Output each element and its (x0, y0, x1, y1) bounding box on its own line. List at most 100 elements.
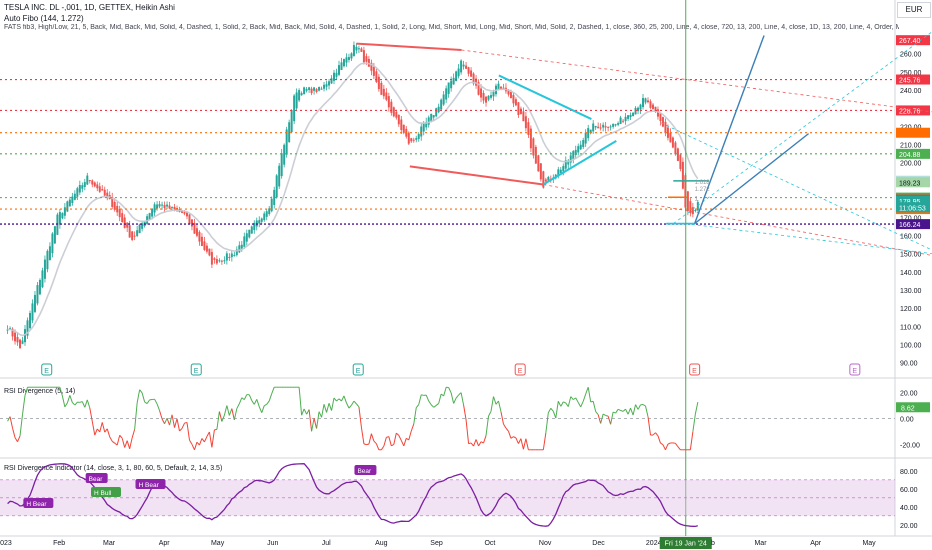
candle-body (375, 71, 378, 83)
candle-body (342, 59, 345, 67)
candle-body (181, 210, 183, 213)
level-price-text: 228.76 (899, 108, 921, 115)
time-tick-label: 2023 (0, 540, 12, 547)
auto-fibo-label[interactable]: Auto Fibo (144, 1.272) (4, 14, 84, 23)
candle-body (669, 132, 672, 143)
rsi-osc-segment (61, 395, 66, 407)
rsi-osc-segment (124, 440, 128, 448)
candle-body (116, 205, 119, 213)
candle-body (46, 250, 49, 270)
rsi-osc-segment (567, 396, 572, 407)
price-tick-label: 260.00 (900, 52, 922, 59)
candle-body (26, 320, 29, 336)
candle-body (417, 134, 420, 139)
candle-body (225, 253, 228, 261)
candle-body (156, 204, 159, 209)
divergence-label-text: Bear (89, 476, 104, 483)
candle-body (283, 144, 286, 165)
candle-body (397, 114, 400, 125)
level-price-tag (896, 127, 930, 138)
price-tick-label: 240.00 (900, 88, 922, 95)
rsi-osc-segment (503, 423, 507, 429)
candle-body (148, 213, 151, 221)
candle-body (168, 205, 171, 209)
rsi-osc-segment (109, 436, 113, 442)
rsi-osc-segment (465, 419, 470, 444)
candle-body (602, 124, 605, 128)
price-tick-label: 150.00 (900, 252, 922, 259)
rsi-osc-segment (96, 428, 101, 433)
candle-body (66, 201, 69, 212)
rsi-osc-segment (612, 411, 616, 414)
candle-body (76, 188, 79, 197)
candle-body (599, 127, 602, 129)
symbol-title[interactable]: TESLA INC. DL -,001, 1D, GETTEX, Heikin … (4, 3, 175, 12)
candle-body (542, 171, 545, 188)
candle-body (16, 336, 19, 343)
rsi-osc-segment (121, 438, 126, 448)
price-tick-label: 250.00 (900, 70, 922, 77)
rsi-osc-segment (625, 408, 629, 415)
earnings-marker-letter: E (692, 368, 697, 375)
rsi-osc-segment (505, 427, 509, 432)
candle-body (58, 212, 61, 225)
candle-body (647, 100, 650, 103)
candle-body (248, 229, 251, 238)
candle-body (357, 48, 360, 50)
channel-line-top (498, 74, 592, 120)
rsi-osc-segment (388, 436, 392, 446)
candle-body (28, 313, 31, 329)
rsi-osc-segment (675, 443, 679, 448)
earnings-marker-letter: E (852, 368, 857, 375)
candle-body (360, 48, 363, 52)
rsi-osc-segment (490, 396, 494, 412)
fib-label: 1 (695, 196, 699, 202)
candle-body (118, 209, 121, 218)
candle-body (63, 207, 66, 216)
currency-selector[interactable]: EUR (897, 2, 931, 18)
rsi-osc-segment (139, 389, 143, 394)
rsi-osc-segment (348, 404, 352, 409)
candle-body (380, 82, 383, 95)
rsi-osc-segment (398, 435, 402, 441)
candle-body (355, 46, 358, 51)
candle-body (203, 241, 206, 250)
rsi-osc-segment (144, 401, 148, 404)
time-tick-label: Oct (484, 540, 495, 547)
rsi-osc-segment (415, 404, 420, 409)
rsi-osc-segment (400, 440, 405, 447)
rsi-osc-segment (266, 400, 270, 405)
rsi-osc-segment (146, 399, 151, 404)
rsi-ind-tick-label: 80.00 (900, 469, 918, 476)
candle-body (153, 204, 156, 213)
rsi-osc-segment (223, 405, 228, 416)
candle-body (674, 142, 677, 155)
candle-body (689, 201, 692, 214)
candle-body (425, 122, 428, 128)
candle-body (604, 126, 607, 128)
candle-body (629, 114, 632, 118)
candle-body (53, 226, 56, 244)
divergence-label-box (135, 479, 166, 489)
rsi-value-tag (896, 402, 930, 413)
candle-body (460, 60, 463, 73)
rsi-osc-segment (341, 395, 345, 402)
rsi-osc-segment (198, 438, 203, 446)
fats-indicator-label[interactable]: FATS fib3, High/Low, 21, 5, Back, Mid, B… (4, 24, 899, 31)
rsi-osc-segment (169, 414, 173, 426)
rsi-osc-segment (373, 440, 377, 445)
candle-body (320, 88, 323, 90)
candle-body (664, 121, 667, 134)
rsi-osc-segment (208, 431, 213, 448)
time-tick-label: Mar (103, 540, 116, 547)
rsi-osc-segment (617, 408, 621, 411)
candle-body (337, 65, 340, 75)
rsi-osc-segment (356, 403, 360, 408)
candle-body (472, 73, 475, 84)
candle-body (68, 199, 71, 207)
rsi-osc-segment (338, 398, 342, 402)
rsi-osc-segment (667, 442, 671, 445)
candle-body (195, 228, 198, 236)
